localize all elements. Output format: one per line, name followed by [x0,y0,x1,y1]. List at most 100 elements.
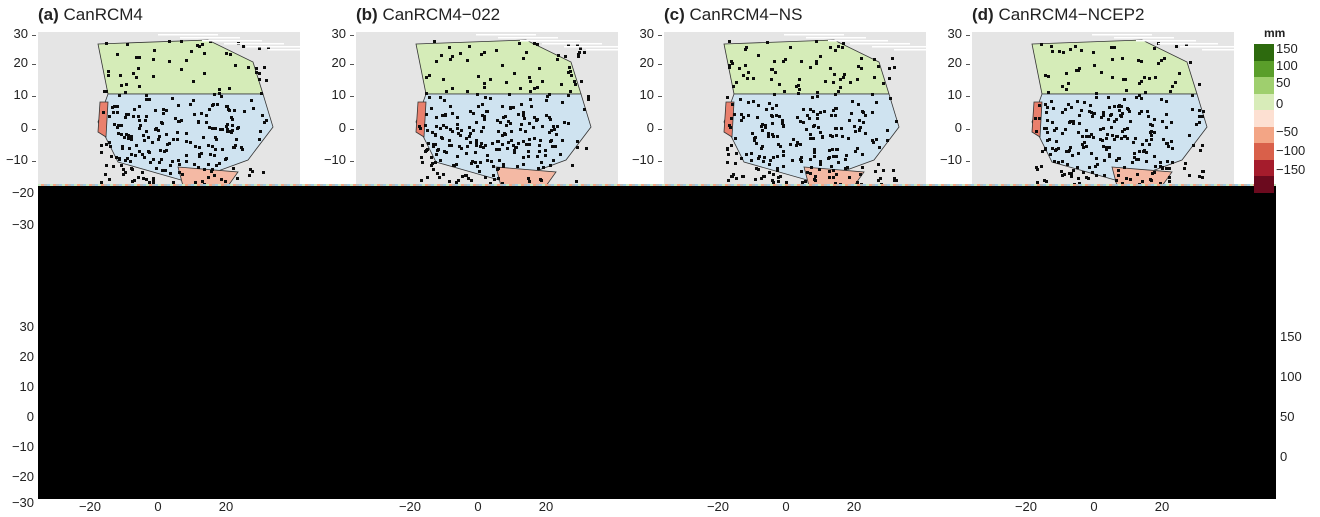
significance-cell [1140,60,1143,63]
significance-cell [1146,110,1149,113]
significance-cell [1047,91,1050,94]
significance-cell [441,114,444,117]
significance-cell [118,157,121,160]
grid-line [564,46,624,48]
x-tick-label: −20 [398,499,422,514]
significance-cell [205,114,208,117]
significance-cell [789,46,792,49]
x-tick-label: 0 [474,499,482,514]
significance-cell [1117,157,1120,160]
significance-cell [132,72,135,75]
significance-cell [1096,163,1099,166]
significance-cell [768,163,771,166]
significance-cell [456,116,459,119]
significance-cell [732,173,735,176]
significance-cell [522,156,525,159]
significance-cell [1167,145,1170,148]
significance-cell [831,135,834,138]
significance-cell [492,165,495,168]
significance-cell [1046,106,1049,109]
significance-cell [160,158,163,161]
significance-cell [486,154,489,157]
significance-cell [541,80,544,83]
significance-cell [555,133,558,136]
y-tick-label: 0 [26,409,34,424]
significance-cell [226,128,229,131]
significance-cell [435,125,438,128]
significance-cell [1061,174,1064,177]
significance-cell [497,130,500,133]
significance-cell [789,143,792,146]
y-tick-mark [32,35,36,36]
significance-cell [829,46,832,49]
significance-cell [1140,97,1143,100]
significance-cell [1120,137,1123,140]
significance-cell [231,118,234,121]
significance-cell [159,149,162,152]
significance-cell [767,135,770,138]
significance-cell [158,161,161,164]
significance-cell [111,106,114,109]
significance-cell [874,170,877,173]
significance-cell [533,42,536,45]
significance-cell [108,141,111,144]
significance-cell [501,105,504,108]
maps-svg [38,32,1262,187]
significance-cell [1125,89,1128,92]
significance-cell [249,168,252,171]
significance-cell [860,57,863,60]
significance-cell [121,147,124,150]
significance-cell [1072,122,1075,125]
right-scale-label: 100 [1280,369,1302,384]
significance-cell [211,168,214,171]
significance-cell [1095,157,1098,160]
significance-cell [772,181,775,184]
significance-cell [773,60,776,63]
significance-cell [208,108,211,111]
significance-cell [1065,150,1068,153]
significance-cell [213,174,216,177]
significance-cell [1078,114,1081,117]
significance-cell [1129,120,1132,123]
significance-cell [585,147,588,150]
significance-cell [853,125,856,128]
legend-label: 0 [1276,96,1284,111]
significance-cell [1103,174,1106,177]
significance-cell [1150,138,1153,141]
significance-cell [895,120,898,123]
grid-line [498,37,558,39]
y-tick-label: −30 [11,217,34,232]
significance-cell [185,140,188,143]
significance-cell [1109,114,1112,117]
significance-cell [234,64,237,67]
significance-cell [137,67,140,70]
significance-cell [1174,81,1177,84]
significance-cell [816,113,819,116]
significance-cell [180,40,183,43]
significance-cell [835,134,838,137]
significance-cell [207,144,210,147]
significance-cell [247,66,250,69]
significance-cell [104,173,107,176]
significance-cell [1057,147,1060,150]
significance-cell [145,98,148,101]
significance-cell [1035,166,1038,169]
significance-cell [528,122,531,125]
significance-cell [116,111,119,114]
significance-cell [549,164,552,167]
significance-cell [893,66,896,69]
significance-cell [864,132,867,135]
significance-cell [220,95,223,98]
significance-cell [753,139,756,142]
y-tick-label: 20 [331,55,346,70]
significance-cell [862,121,865,124]
significance-cell [742,116,745,119]
significance-cell [492,174,495,177]
significance-cell [730,60,733,63]
significance-cell [1201,144,1204,147]
significance-cell [1148,143,1151,146]
significance-cell [1077,69,1080,72]
significance-cell [1163,57,1166,60]
y-tick-label: 30 [19,319,34,334]
significance-cell [125,83,128,86]
